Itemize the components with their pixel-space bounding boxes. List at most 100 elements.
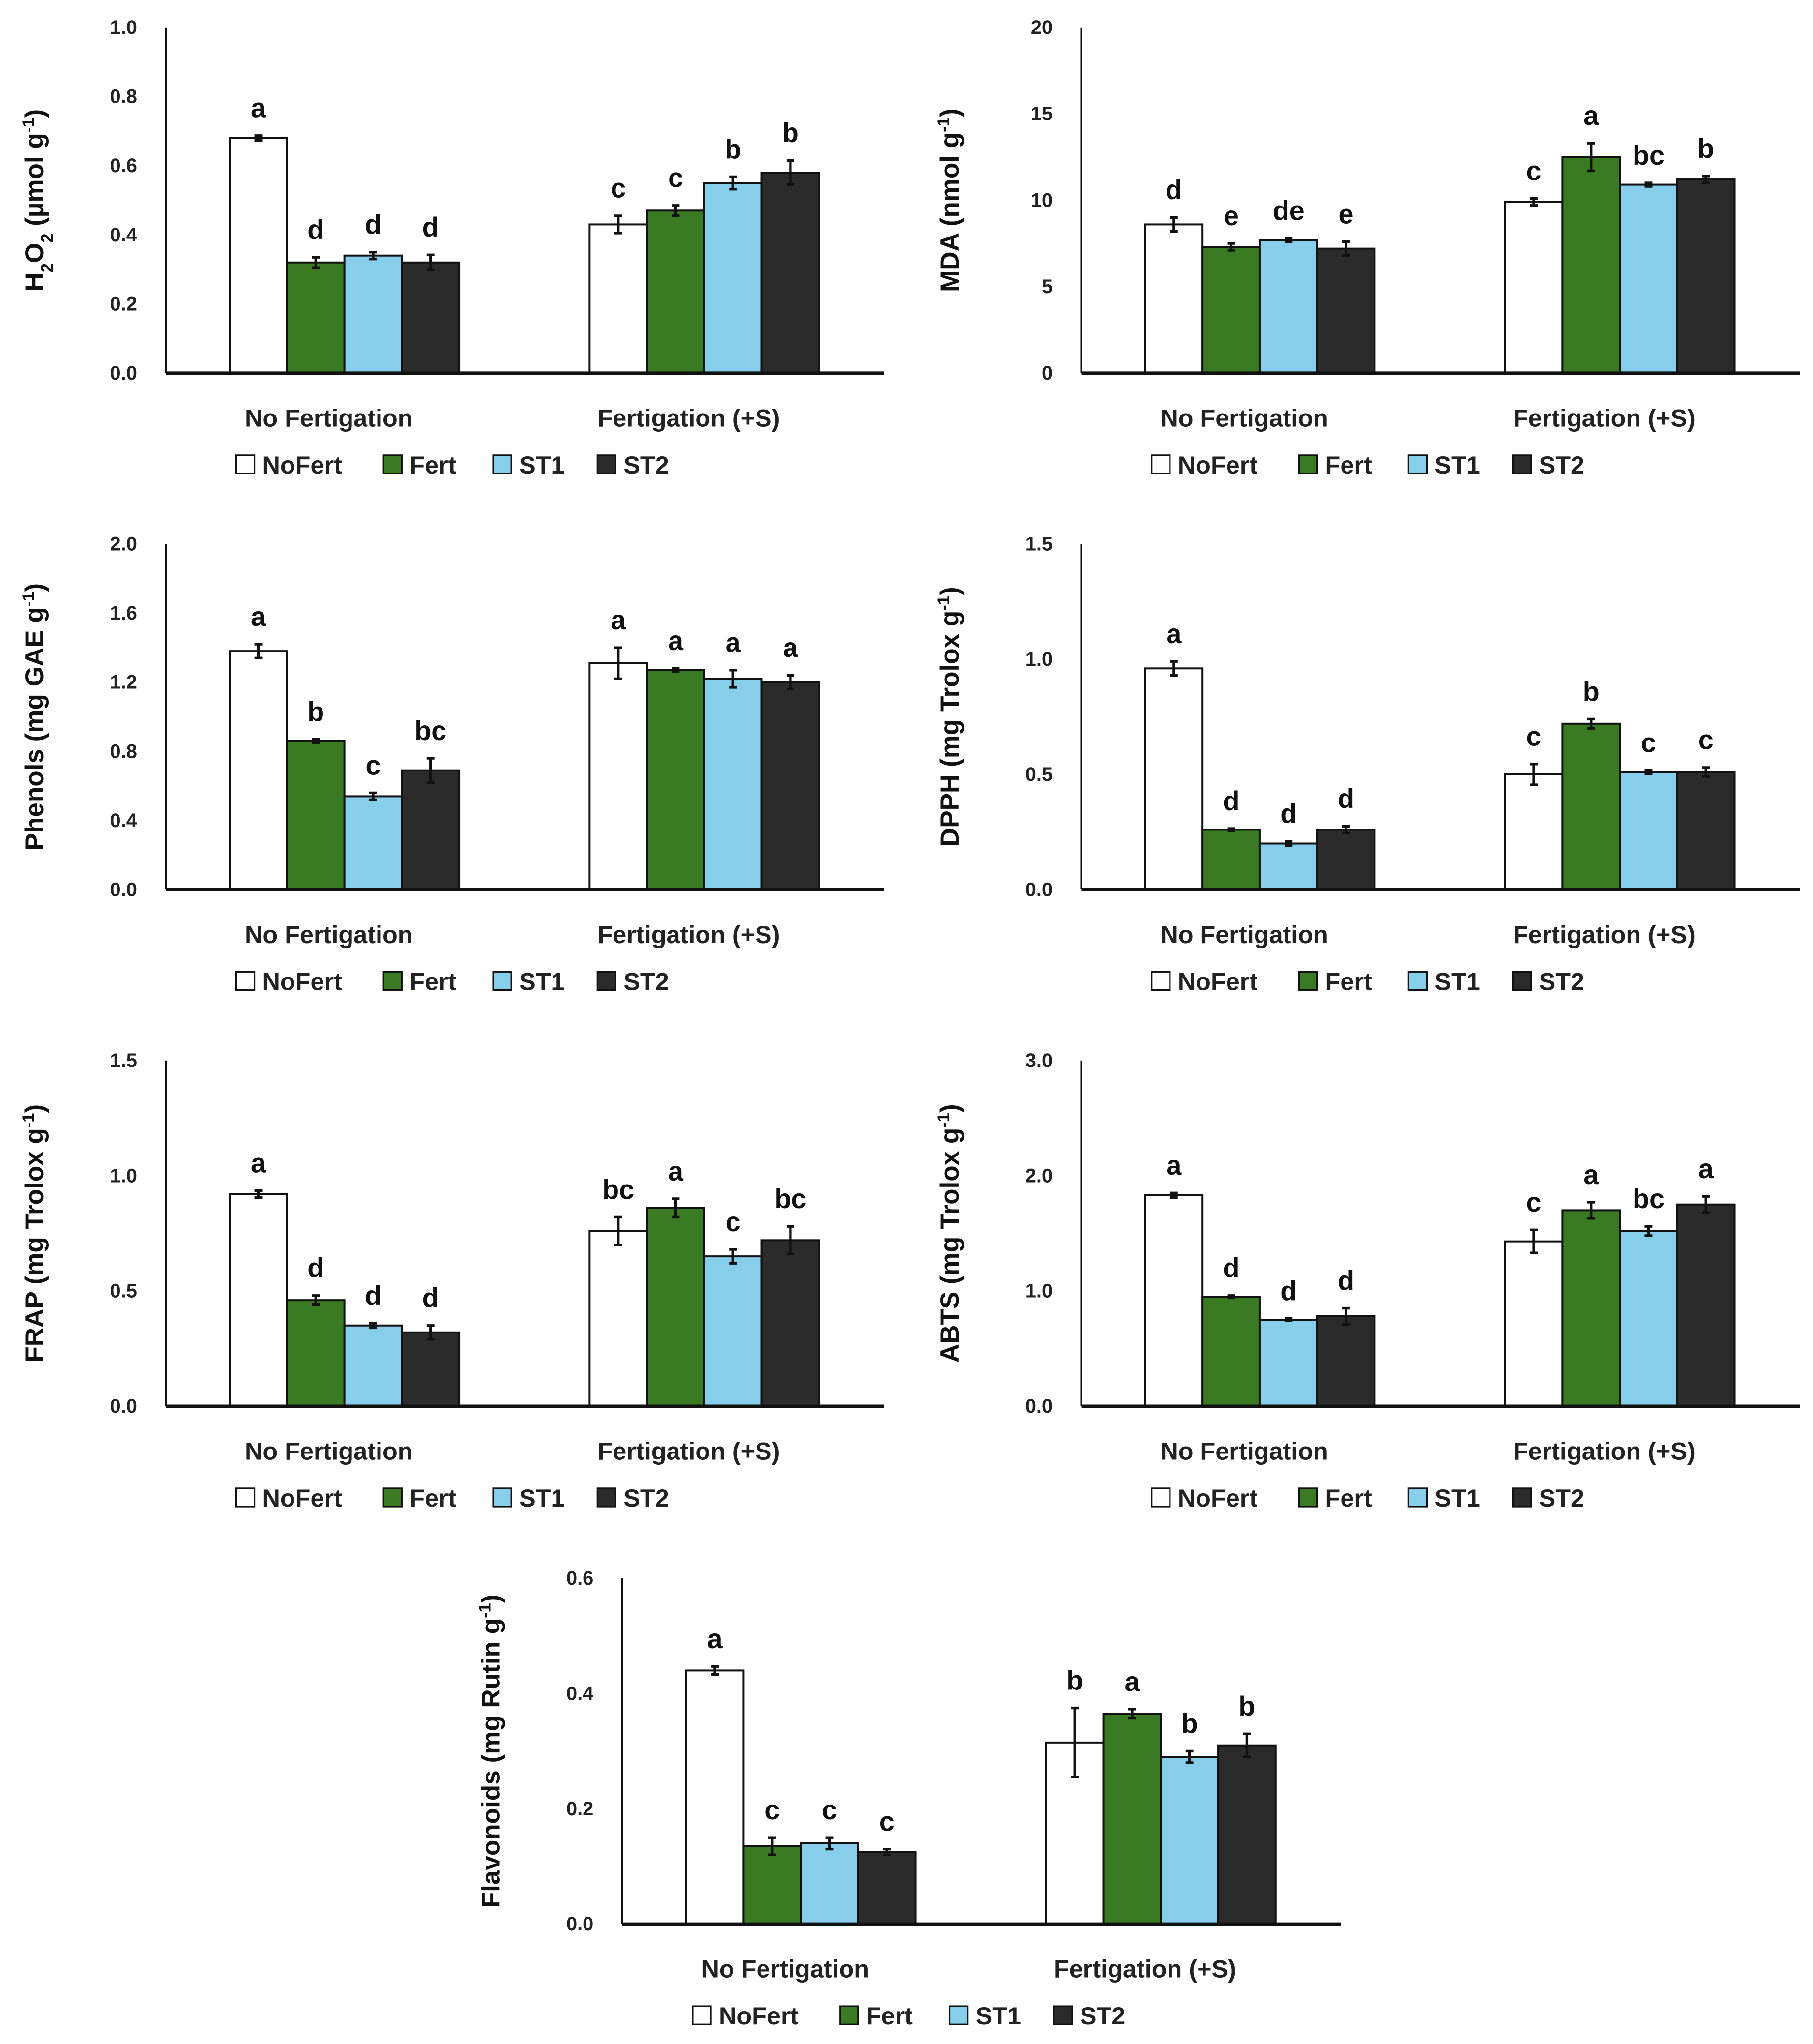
y-tick-label: 0.5 <box>110 1280 137 1302</box>
significance-letter: bc <box>414 715 446 746</box>
legend-swatch-ST1 <box>1407 454 1428 474</box>
x-category-label: Fertigation (+S) <box>597 1437 780 1465</box>
y-axis-title-part: ) <box>20 1104 49 1113</box>
error-bar <box>369 1322 377 1330</box>
significance-letter: a <box>1124 1666 1140 1697</box>
legend-swatch-NoFert <box>235 454 256 474</box>
bar-Fert <box>1201 246 1261 374</box>
bar-ST2 <box>760 681 820 891</box>
legend-swatch-ST2 <box>596 1487 617 1508</box>
legend-label: ST2 <box>623 968 669 996</box>
y-tick-label: 5 <box>1042 276 1053 297</box>
legend-label: ST1 <box>976 2002 1021 2030</box>
bar-ST2 <box>401 1331 461 1407</box>
y-axis-title-part: DPPH (mg Trolox g <box>936 611 965 847</box>
legend-label: ST2 <box>623 1484 669 1512</box>
x-category-label: No Fertigation <box>1160 1437 1328 1465</box>
bar-NoFert <box>1144 1194 1204 1407</box>
chart-frap: 0.0 0.5 1.0 1.5 a bc d a d c d bc No Fertigation Fert… <box>19 1050 884 1512</box>
significance-letter: c <box>879 1806 895 1837</box>
error-bar <box>1170 216 1178 233</box>
significance-letter: a <box>1583 100 1599 131</box>
y-axis-title-part: FRAP (mg Trolox g <box>20 1128 49 1362</box>
bar-ST1 <box>343 1324 403 1407</box>
y-tick-label: 2.0 <box>110 533 137 555</box>
legend-label: Fert <box>409 968 456 996</box>
y-axis-title: Flavonoids (mg Rutin g-1) <box>475 1595 505 1908</box>
y-tick-label: 15 <box>1031 103 1053 125</box>
legend-swatch-ST1 <box>492 1487 512 1508</box>
error-bar <box>1530 763 1538 786</box>
significance-letter: a <box>1583 1159 1599 1190</box>
x-category-label: Fertigation (+S) <box>1054 1955 1236 1983</box>
bar-Fert <box>1201 829 1261 891</box>
error-bar <box>672 1197 680 1219</box>
significance-letter: b <box>1238 1691 1255 1721</box>
bar-Fert <box>646 209 705 374</box>
significance-letter: c <box>365 750 380 780</box>
error-bar <box>786 674 794 691</box>
significance-letter: a <box>251 93 266 123</box>
significance-letter: e <box>1339 199 1354 229</box>
bar-NoFert <box>1504 1240 1564 1407</box>
error-bar <box>825 1836 834 1851</box>
y-tick-label: 0.5 <box>1025 764 1053 785</box>
chart-dpph: 0.0 0.5 1.0 1.5 a c d b d c d c No Fertigation Fertig… <box>935 533 1800 996</box>
significance-letter: b <box>1066 1665 1083 1695</box>
significance-letter: e <box>1224 201 1239 231</box>
legend-label: NoFert <box>262 1484 342 1512</box>
y-tick-label: 10 <box>1031 189 1053 211</box>
bar-ST1 <box>1258 239 1318 374</box>
y-tick-label: 0.2 <box>110 293 137 315</box>
significance-letter: bc <box>1633 140 1665 171</box>
error-bar <box>1342 240 1350 257</box>
legend-swatch-NoFert <box>235 971 256 991</box>
error-bar <box>614 646 622 681</box>
y-tick-label: 0.0 <box>110 362 137 384</box>
bar-Fert <box>1561 722 1621 891</box>
error-bar <box>312 256 320 269</box>
significance-letter: d <box>307 214 324 245</box>
significance-letter: b <box>782 118 799 148</box>
significance-letter: a <box>251 1148 266 1178</box>
chart-phenols: 0.0 0.4 0.8 1.2 1.6 2.0 a a b a c a bc a No Fertigatio… <box>19 533 884 996</box>
bar-ST1 <box>703 182 763 374</box>
legend-swatch-ST2 <box>596 971 617 991</box>
error-bar <box>426 1324 435 1341</box>
error-bar <box>1587 1201 1595 1220</box>
y-tick-label: 0 <box>1042 362 1053 384</box>
y-axis-title-part: -1 <box>935 117 953 132</box>
significance-letter: d <box>1338 1265 1354 1296</box>
bar-ST2 <box>1316 1315 1376 1407</box>
error-bar <box>254 643 263 659</box>
error-bar <box>729 1248 737 1265</box>
error-bar <box>672 204 680 217</box>
bar-ST2 <box>1316 829 1376 891</box>
bar-NoFert <box>588 662 648 891</box>
error-bar <box>1185 1749 1194 1764</box>
legend-swatch-NoFert <box>1151 1487 1171 1508</box>
significance-letter: c <box>611 173 626 204</box>
y-axis-title-part: ) <box>20 109 49 118</box>
significance-letter: b <box>1583 676 1600 707</box>
y-tick-label: 1.5 <box>1025 533 1053 555</box>
y-axis-title-part: ) <box>476 1595 505 1603</box>
y-axis-title-part: ) <box>936 587 965 595</box>
error-bar <box>711 1665 719 1676</box>
significance-letter: a <box>1166 1150 1182 1181</box>
legend-label: NoFert <box>262 451 342 479</box>
bar-ST1 <box>343 795 403 891</box>
x-category-label: Fertigation (+S) <box>597 920 780 948</box>
y-axis-title: H2O2 (µmol g-1) <box>19 109 57 292</box>
y-tick-label: 1.0 <box>1025 1280 1053 1302</box>
legend-label: ST2 <box>1539 451 1584 479</box>
bar-ST2 <box>1676 178 1736 374</box>
error-bar <box>1702 175 1710 184</box>
y-tick-label: 0.0 <box>566 1913 593 1935</box>
legend-label: NoFert <box>262 968 342 996</box>
bar-NoFert <box>229 137 288 374</box>
legend-label: ST2 <box>1539 1484 1584 1512</box>
y-tick-label: 0.8 <box>110 741 137 762</box>
legend-label: NoFert <box>1178 1484 1258 1512</box>
legend-label: ST2 <box>623 451 669 479</box>
